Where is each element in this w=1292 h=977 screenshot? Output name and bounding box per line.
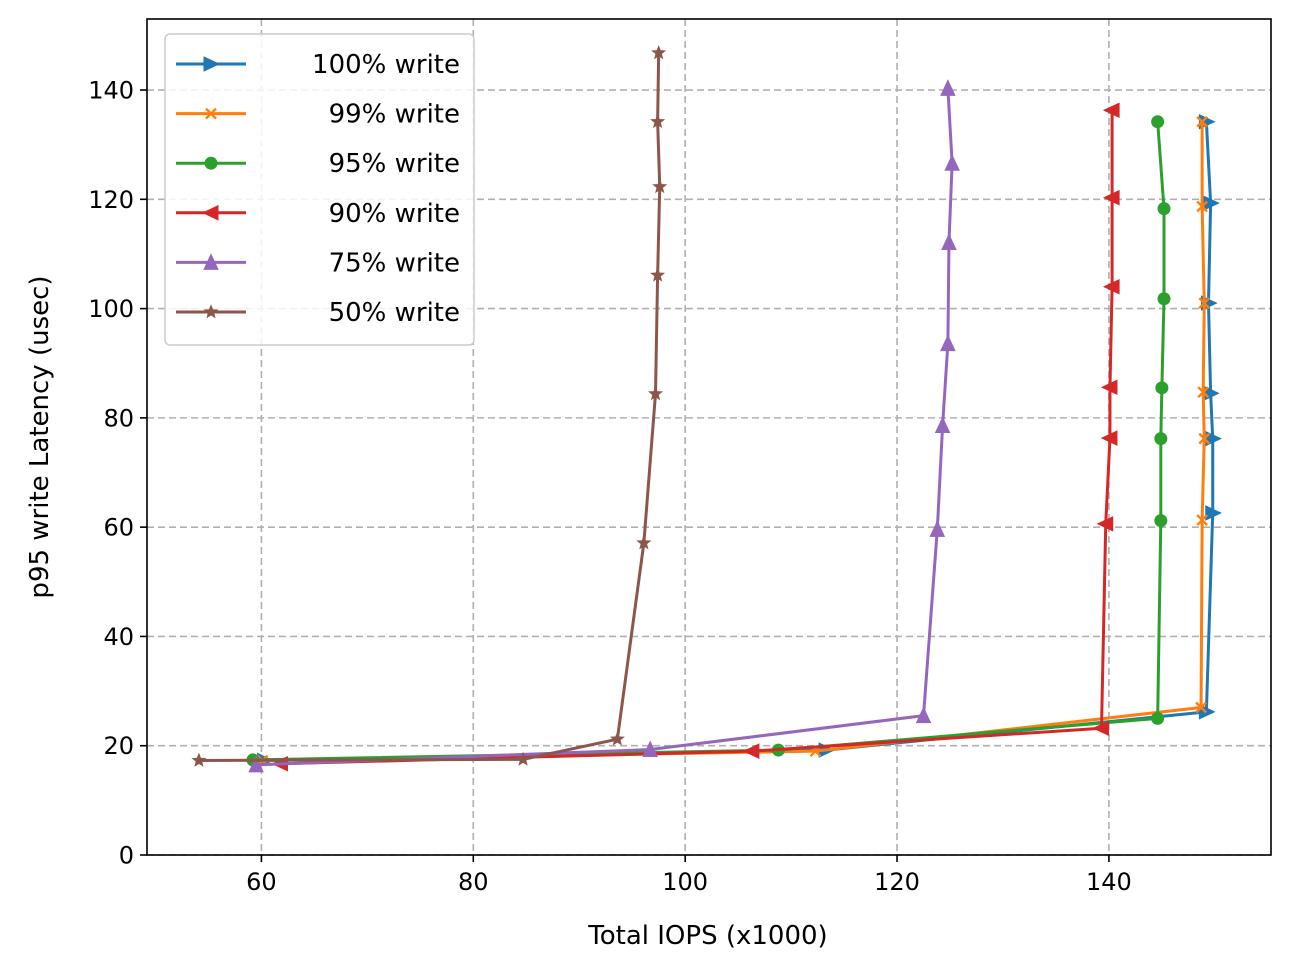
legend-marker [203,56,221,72]
y-tick-label: 120 [88,186,134,214]
data-point [1155,381,1169,395]
series-5 [191,45,668,767]
data-point [651,45,667,60]
data-point [1198,297,1211,309]
data-point [1198,432,1211,445]
data-point [1151,115,1165,129]
data-point [1092,720,1109,737]
x-tick-label: 140 [1086,868,1132,896]
data-point [934,416,951,434]
legend-label: 100% write [312,50,460,80]
axes: 60 80 100 120 140 0 20 40 60 80 100 120 140 [88,18,1272,896]
data-point [648,385,663,401]
series-3 [271,102,1120,772]
legend-marker [204,156,218,170]
data-point [1100,379,1118,396]
data-point [742,743,760,759]
marker-stroke [1196,200,1208,213]
y-tick-label: 80 [103,404,134,432]
series-4 [248,79,960,773]
data-point [1154,514,1168,528]
x-tick-label: 100 [662,868,708,896]
legend-item: 75% write [176,248,460,278]
legend-marker [203,304,219,319]
data-point [915,706,932,724]
legend-label: 95% write [329,149,460,179]
data-point [191,752,207,767]
data-point [248,755,264,773]
data-point [1102,102,1120,119]
y-tick-label: 60 [103,514,134,542]
legend-marker [203,253,219,270]
data-point [515,751,531,766]
data-point [1096,516,1114,532]
legend-label: 99% write [329,100,460,130]
data-point [1100,430,1118,446]
marker-stroke [1196,115,1208,128]
legend-item: 99% write [176,100,460,130]
legend-marker [201,205,219,221]
data-point [940,79,956,96]
marker-stroke [1198,432,1211,445]
y-tick-label: 140 [88,77,134,105]
legend-label: 90% write [329,199,460,229]
marker-stroke [1198,297,1211,309]
legend-item: 90% write [176,199,460,229]
plot-frame [146,18,1272,856]
x-axis-title: Total IOPS (x1000) [587,921,827,951]
data-point [1196,514,1208,526]
data-point [650,267,666,282]
data-point [1154,432,1168,446]
legend-label: 50% write [329,298,460,328]
legend-item: 100% write [176,50,460,80]
data-point [1102,189,1120,206]
data-point [1195,701,1207,714]
data-point [940,334,956,352]
data-point [929,520,946,537]
data-point [1205,505,1222,521]
x-tick-label: 120 [874,868,920,896]
marker-stroke [1197,386,1210,399]
data-point [944,154,960,171]
x-tick-label: 60 [246,868,277,896]
y-tick-label: 40 [103,623,134,651]
data-point [1157,202,1171,216]
x-tick-label: 80 [458,868,489,896]
y-tick-label: 100 [88,295,134,323]
data-point [1196,115,1208,128]
y-axis-title: p95 write Latency (usec) [25,275,55,598]
y-tick-label: 0 [119,842,134,870]
legend-marker [205,107,217,120]
series-lines [191,45,1222,773]
data-point [1196,200,1208,213]
data-point [1102,278,1120,295]
legend-item: 95% write [176,149,460,179]
data-point [642,740,658,758]
marker-stroke [1195,701,1207,714]
marker-stroke [205,107,217,120]
y-tick-label: 20 [103,732,134,760]
data-point [1157,292,1171,306]
data-point [941,233,957,250]
legend-box [164,33,475,346]
data-point [1197,386,1210,399]
data-point [1151,711,1165,725]
legend-label: 75% write [329,248,460,278]
data-point [652,178,668,194]
legend-item: 50% write [176,298,460,328]
data-point [650,113,666,129]
marker-stroke [1196,514,1208,526]
legend: 100% write 99% write 95% write 90% write 75%… [164,33,475,346]
data-point [609,731,625,746]
data-point [636,535,652,550]
